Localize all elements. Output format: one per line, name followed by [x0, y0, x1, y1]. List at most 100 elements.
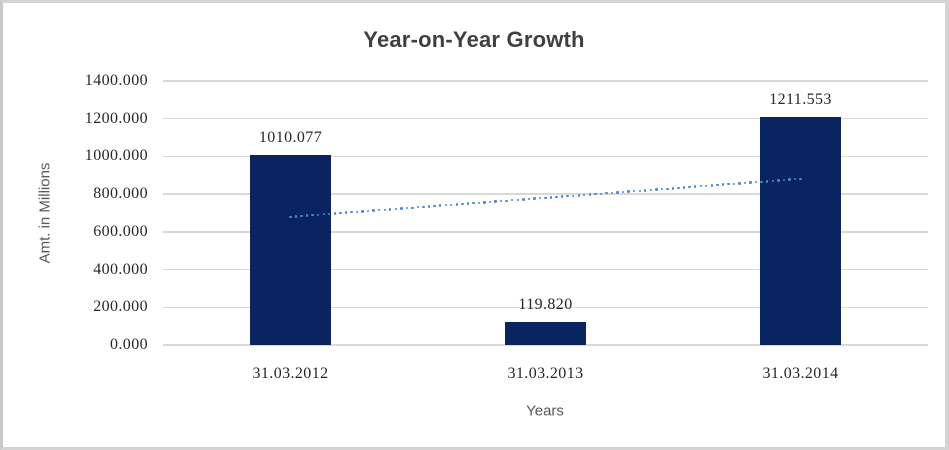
trendline-dot — [671, 187, 675, 190]
trendline-dot — [322, 213, 325, 216]
trendline-dot — [317, 213, 320, 216]
trendline-dot — [405, 206, 409, 210]
trendline-dot — [771, 179, 774, 183]
gridline — [163, 268, 928, 271]
trendline-dot — [538, 197, 542, 200]
trendline-dot — [294, 215, 298, 218]
trendline-dot — [411, 206, 414, 209]
y-tick-label: 1000.000 — [84, 147, 148, 165]
trendline-dot — [632, 190, 636, 193]
trendline-dot — [505, 199, 508, 202]
y-tick-label: 800.000 — [93, 185, 148, 203]
bar-data-label: 119.820 — [518, 296, 573, 314]
trendline-dot — [289, 215, 292, 218]
trendline-dot — [511, 199, 514, 202]
plot-area — [163, 80, 928, 346]
x-tick-label: 31.03.2013 — [507, 365, 584, 382]
trendline-dot — [555, 195, 558, 199]
trendline-dot — [300, 214, 303, 218]
trendline-dot — [699, 185, 702, 188]
trendline-dot — [738, 182, 741, 185]
trendline-dot — [516, 198, 519, 202]
trendline-dot — [793, 178, 797, 181]
gridline — [163, 193, 928, 195]
bar-31.03.2012 — [250, 154, 331, 345]
trendline-dot — [766, 180, 769, 183]
trendline-dot — [583, 193, 586, 197]
trendline-dot — [716, 183, 719, 187]
bar-data-label: 1211.553 — [769, 90, 832, 108]
x-axis-title: Years — [526, 402, 564, 420]
trendline-dot — [588, 193, 592, 196]
trendline-dot — [394, 207, 398, 211]
trendline-dot — [450, 203, 453, 206]
trendline-dot — [688, 185, 691, 189]
trendline-dot — [499, 199, 503, 203]
gridline — [163, 231, 928, 233]
trendline-dot — [444, 204, 447, 207]
trendline-dot — [644, 189, 647, 192]
bar-31.03.2014 — [760, 116, 841, 345]
trendline-dot — [788, 178, 791, 181]
y-tick-label: 400.000 — [93, 260, 148, 278]
trendline-dot — [488, 200, 492, 204]
trendline-dot — [572, 194, 575, 197]
trendline-dot — [627, 190, 630, 193]
trendline-dot — [777, 179, 780, 182]
trendline-dot — [721, 183, 725, 186]
trendline-dot — [760, 180, 763, 183]
trendline-dot — [749, 181, 752, 184]
trendline-dot — [416, 206, 420, 209]
trendline-dot — [422, 205, 425, 209]
gridline — [163, 117, 928, 120]
trendline-dot — [705, 184, 708, 188]
trendline-dot — [427, 205, 431, 208]
x-tick-label: 31.03.2012 — [252, 365, 329, 382]
trendline-dot — [383, 208, 386, 211]
trendline-dot — [566, 194, 569, 198]
bar-31.03.2013 — [505, 322, 586, 345]
trendline-dot — [472, 201, 475, 205]
trendline-dot — [533, 197, 536, 200]
trendline-dot — [594, 192, 597, 196]
trendline-dot — [377, 208, 381, 212]
trendline-dot — [522, 198, 525, 201]
trendline-dot — [693, 185, 697, 188]
gridline — [163, 306, 928, 309]
trendline-dot — [621, 190, 625, 194]
x-tick-label: 31.03.2014 — [762, 365, 839, 382]
chart-title: Year-on-Year Growth — [363, 27, 585, 52]
trendline-dot — [655, 188, 658, 191]
trendline-dot — [799, 177, 802, 181]
trendline-dot — [400, 207, 403, 210]
y-axis-title: Amt. in Millions — [36, 162, 54, 264]
trendline-dot — [461, 202, 464, 206]
trendline-dot — [355, 210, 359, 214]
trendline-dot — [333, 212, 337, 215]
trendline-dot — [494, 200, 497, 203]
trendline-dot — [311, 213, 314, 217]
trendline-dot — [466, 202, 470, 205]
trendline-dot — [616, 191, 619, 194]
trendline-dot — [560, 195, 564, 198]
trendline-dot — [649, 188, 653, 192]
trendline-dot — [660, 187, 664, 191]
trendline-dot — [599, 192, 603, 195]
gridline — [163, 344, 928, 346]
trendline-dot — [455, 203, 458, 206]
trendline-dot — [350, 211, 353, 214]
trendline-dot — [754, 180, 758, 184]
trendline-dot — [544, 196, 547, 199]
bar-data-label: 1010.077 — [258, 128, 323, 146]
trendline-dot — [328, 212, 331, 216]
trendline-dot — [433, 204, 436, 208]
trendline-dot — [710, 184, 713, 187]
trendline-dot — [366, 209, 370, 213]
trendline-dot — [389, 208, 392, 211]
y-tick-label: 600.000 — [93, 222, 148, 240]
trendline-dot — [610, 191, 614, 195]
trendline-dot — [577, 194, 580, 197]
trendline-dot — [438, 204, 442, 207]
trendline-dot — [732, 182, 736, 185]
